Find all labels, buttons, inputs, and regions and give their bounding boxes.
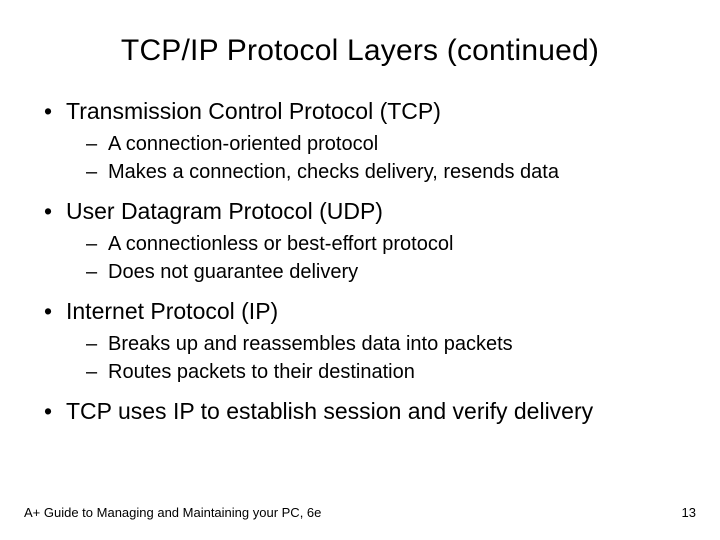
sub-item: Does not guarantee delivery — [108, 259, 700, 286]
bullet-item: TCP uses IP to establish session and ver… — [66, 396, 700, 427]
bullet-item: Internet Protocol (IP) Breaks up and rea… — [66, 296, 700, 386]
sub-item: Makes a connection, checks delivery, res… — [108, 159, 700, 186]
bullet-item: Transmission Control Protocol (TCP) A co… — [66, 96, 700, 186]
sub-item: Breaks up and reassembles data into pack… — [108, 331, 700, 358]
sub-list: Breaks up and reassembles data into pack… — [66, 331, 700, 386]
bullet-list: Transmission Control Protocol (TCP) A co… — [20, 96, 700, 427]
sub-list: A connectionless or best-effort protocol… — [66, 231, 700, 286]
slide: TCP/IP Protocol Layers (continued) Trans… — [0, 0, 720, 540]
sub-item: Routes packets to their destination — [108, 359, 700, 386]
bullet-item: User Datagram Protocol (UDP) A connectio… — [66, 196, 700, 286]
sub-list: A connection-oriented protocol Makes a c… — [66, 131, 700, 186]
sub-item: A connectionless or best-effort protocol — [108, 231, 700, 258]
bullet-text: Internet Protocol (IP) — [66, 298, 278, 324]
footer-page-number: 13 — [682, 505, 696, 520]
bullet-text: User Datagram Protocol (UDP) — [66, 198, 383, 224]
bullet-text: Transmission Control Protocol (TCP) — [66, 98, 441, 124]
footer: A+ Guide to Managing and Maintaining you… — [24, 505, 696, 520]
footer-left: A+ Guide to Managing and Maintaining you… — [24, 505, 321, 520]
sub-item: A connection-oriented protocol — [108, 131, 700, 158]
slide-title: TCP/IP Protocol Layers (continued) — [20, 34, 700, 68]
bullet-text: TCP uses IP to establish session and ver… — [66, 398, 593, 424]
